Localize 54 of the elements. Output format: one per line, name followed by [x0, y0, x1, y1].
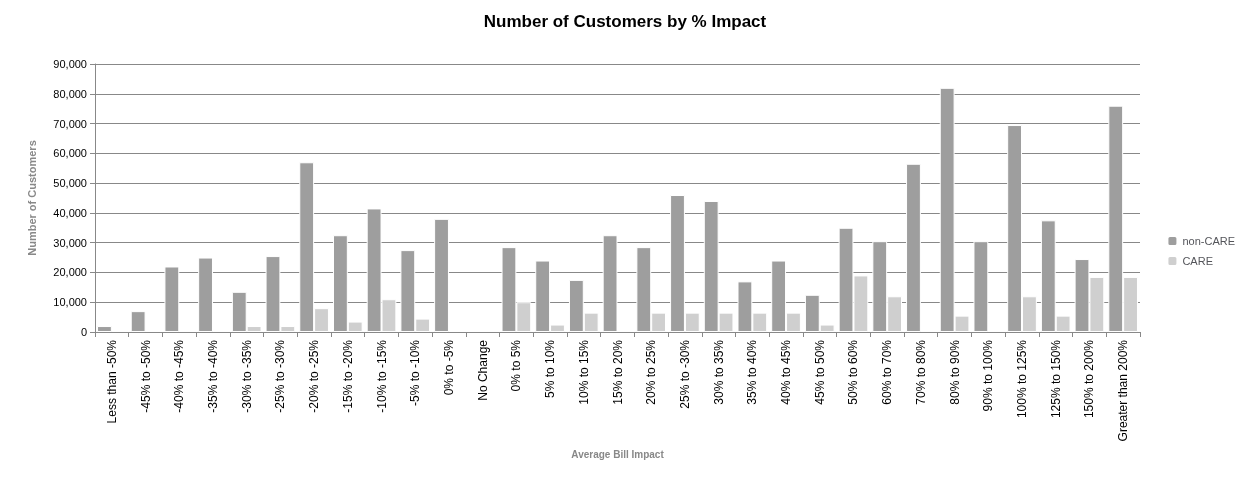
- bar: [906, 163, 921, 332]
- x-tick-label: -25% to -30%: [273, 339, 288, 413]
- bar: [602, 235, 618, 332]
- y-tick-label: 80,000: [53, 87, 87, 100]
- x-tick-label: 0% to -5%: [441, 339, 456, 396]
- x-tick-label: 80% to 90%: [947, 339, 962, 405]
- x-tick-label: -5% to -10%: [408, 339, 423, 407]
- bar: [973, 241, 989, 332]
- x-tick-label: 100% to 125%: [1015, 339, 1030, 419]
- y-tick-label: 40,000: [53, 206, 87, 219]
- bar: [164, 266, 180, 332]
- x-tick-label: -10% to -15%: [374, 339, 389, 413]
- x-tick-label: 0% to 5%: [509, 339, 524, 392]
- bar: [198, 257, 213, 332]
- legend-label: CARE: [1182, 255, 1213, 267]
- bar: [130, 311, 146, 332]
- x-tick-label: -45% to -50%: [138, 339, 153, 413]
- x-tick-label: 40% to 45%: [779, 339, 794, 405]
- y-tick-label: 60,000: [53, 147, 87, 160]
- y-tick-label: 70,000: [53, 117, 87, 130]
- bar: [434, 218, 449, 332]
- x-tick-label: Greater than 200%: [1116, 339, 1131, 442]
- x-tick-label: -35% to -40%: [205, 339, 220, 413]
- x-tick-label: -20% to -25%: [307, 339, 322, 413]
- y-tick-label: 50,000: [53, 177, 87, 190]
- bar: [97, 326, 112, 332]
- x-tick-label: 10% to 15%: [576, 339, 591, 405]
- x-tick-label: 15% to 20%: [610, 339, 625, 405]
- y-tick-label: 30,000: [53, 236, 87, 249]
- x-tick-label: 60% to 70%: [880, 339, 895, 405]
- x-tick-label: -40% to -45%: [172, 339, 187, 413]
- y-tick-label: 10,000: [53, 296, 87, 309]
- x-tick-label: 90% to 100%: [981, 339, 996, 412]
- x-tick-label: 150% to 200%: [1082, 339, 1097, 419]
- x-tick-label: 5% to 10%: [543, 339, 558, 399]
- x-tick-label: -30% to -35%: [239, 339, 254, 413]
- x-axis-title: Average Bill Impact: [571, 448, 665, 460]
- y-tick-label: 0: [80, 326, 87, 338]
- x-tick-label: Less than -50%: [104, 339, 119, 424]
- legend-label: non-CARE: [1182, 235, 1235, 247]
- x-tick-label: 125% to 150%: [1048, 339, 1063, 419]
- y-tick-label: 20,000: [53, 266, 87, 279]
- y-axis-title: Number of Customers: [25, 140, 38, 256]
- chart-title: Number of Customers by % Impact: [483, 12, 767, 31]
- y-tick-label: 90,000: [53, 58, 87, 70]
- x-tick-label: 30% to 35%: [711, 339, 726, 405]
- x-tick-label: 70% to 80%: [913, 339, 928, 405]
- x-tick-label: 50% to 60%: [846, 339, 861, 405]
- x-tick-label: No Change: [475, 339, 490, 401]
- x-tick-label: -15% to -20%: [340, 339, 355, 413]
- x-tick-label: 35% to 40%: [745, 339, 760, 405]
- x-tick-label: 45% to 50%: [812, 339, 827, 405]
- x-tick-label: 20% to 25%: [644, 339, 659, 405]
- x-tick-label: 25% to -30%: [677, 339, 692, 409]
